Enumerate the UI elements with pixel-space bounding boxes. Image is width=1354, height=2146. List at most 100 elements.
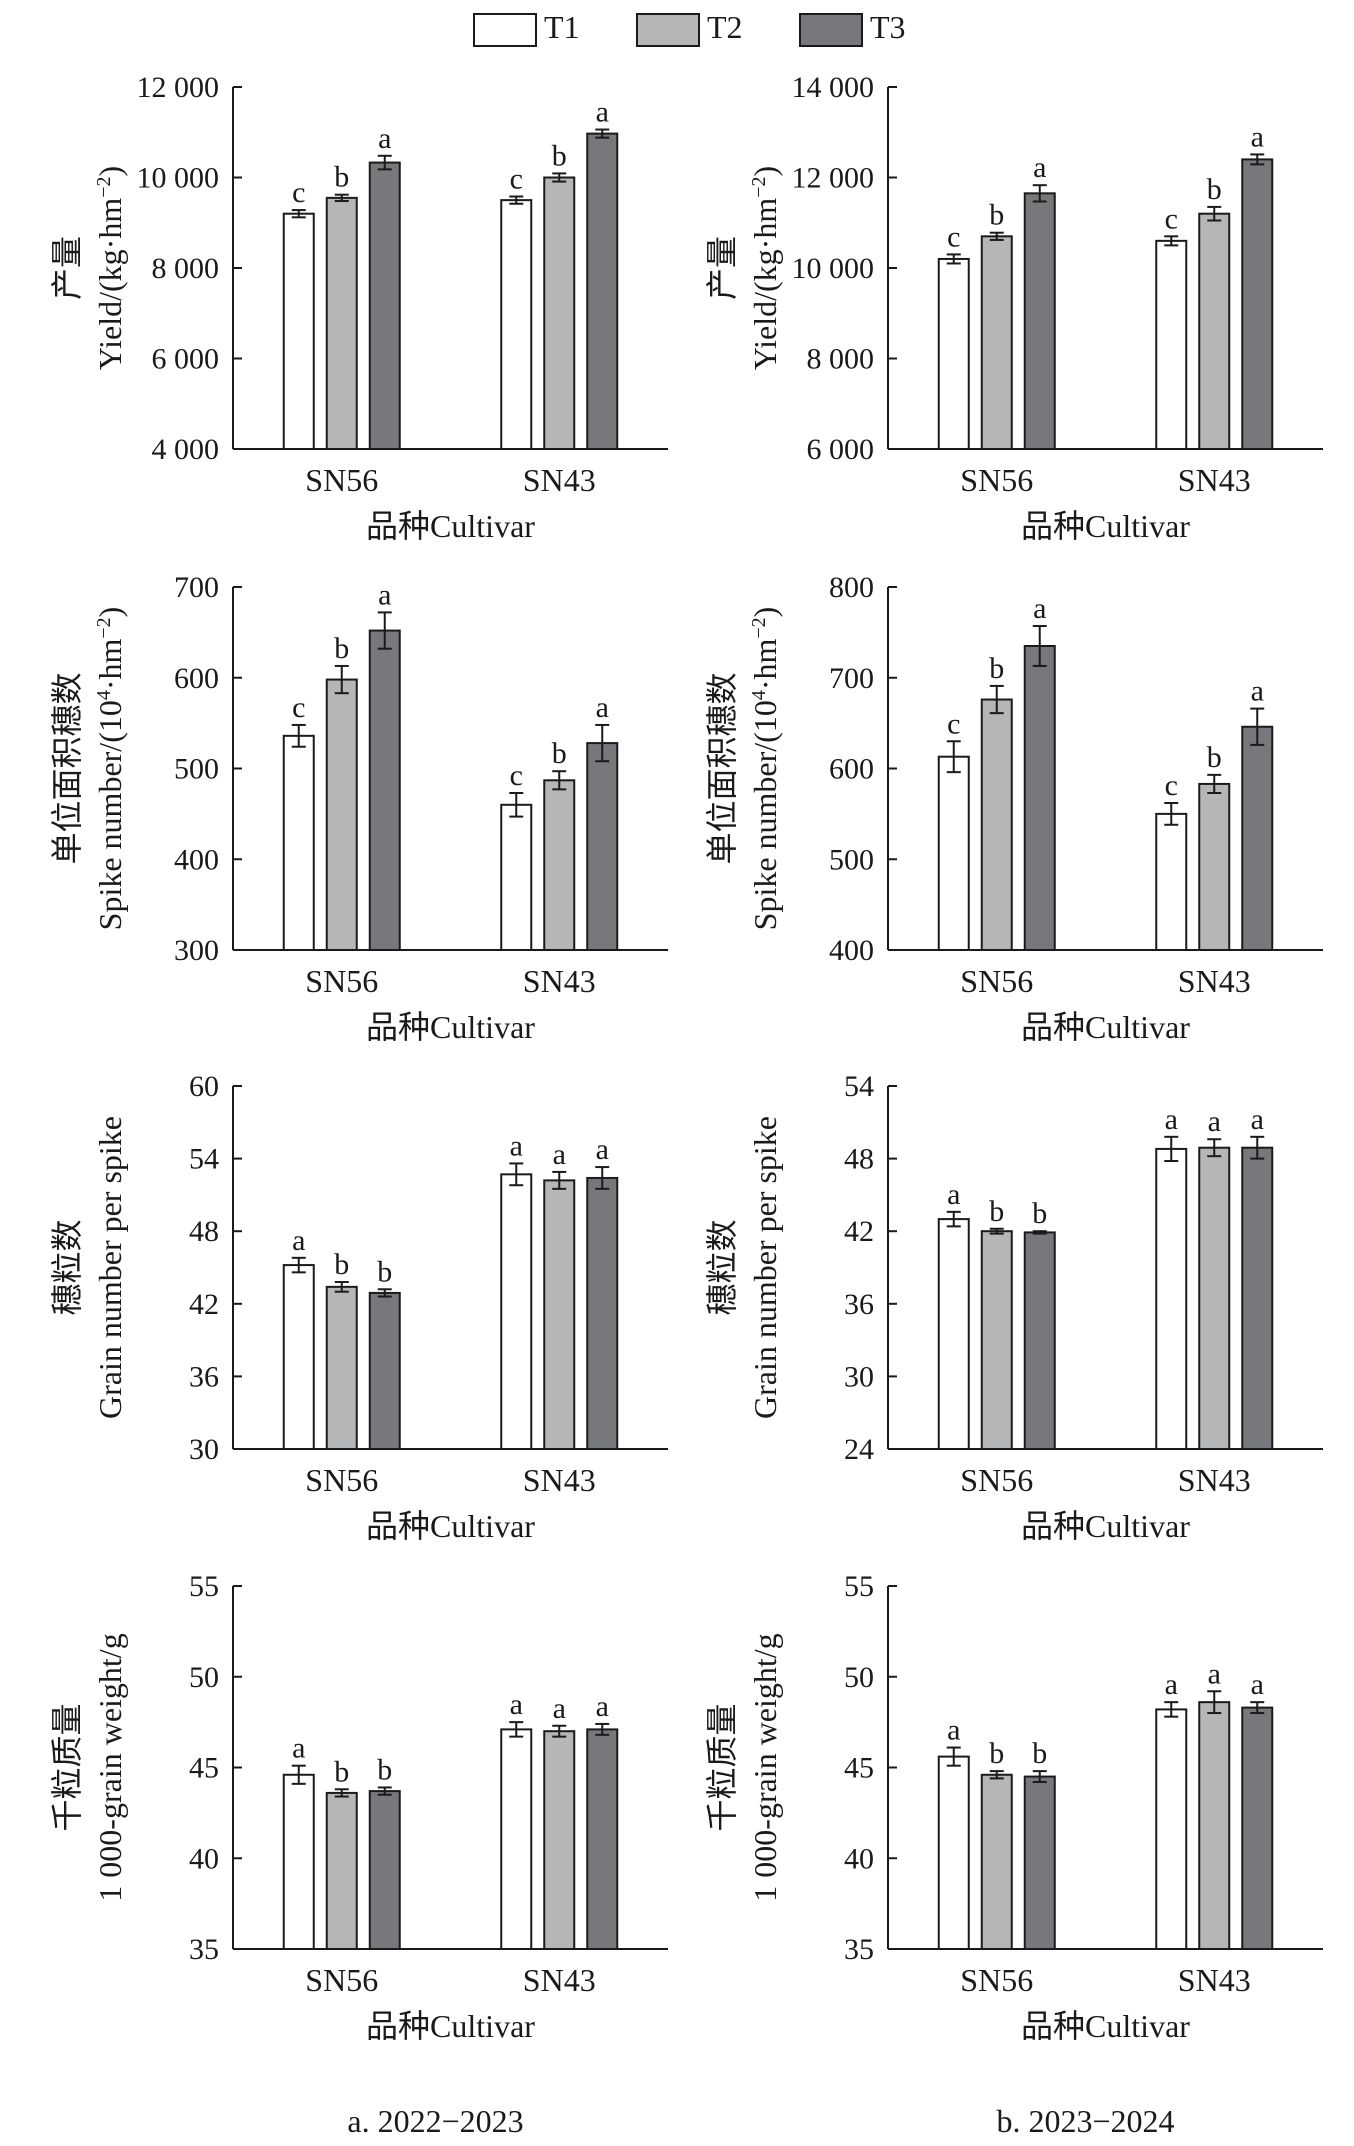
y-tick-label: 700 [829,662,874,695]
significance-letter: a [1208,1105,1221,1138]
y-axis-title-part: Grain number per spike [747,1116,783,1419]
y-axis-title-cn: 单位面积穗数 [49,672,85,864]
x-tick-label: SN43 [523,1462,596,1498]
bar-t2-sn56 [325,196,358,450]
y-axis-title-en: Yield/(kg·hm−2) [92,166,128,370]
panel-3-2: 24 30 36 42 48 54 SN56 SN43 品种Cultivar 穗粒数 Grain n… [704,1070,1323,1544]
x-tick-label: SN43 [1178,1962,1251,1998]
y-tick-label: 700 [174,571,219,604]
significance-letter: b [377,1255,392,1288]
bar-t3-sn56 [368,629,401,951]
significance-letter: a [1165,1668,1178,1701]
bar-t2-sn43 [1198,1146,1231,1450]
significance-letter: a [596,96,609,129]
bar-t1-sn43 [1155,812,1188,951]
y-axis-title-en: Grain number per spike [747,1116,783,1419]
x-tick-label: SN43 [523,462,596,498]
bar-t3-sn56 [1023,1231,1056,1451]
bar-t3-sn43 [1241,725,1274,951]
legend-label-t2: T2 [707,9,743,45]
y-axis-title-cn: 穗粒数 [704,1219,740,1315]
y-tick-label: 24 [844,1433,874,1466]
bar-t3-sn56 [1023,644,1056,951]
y-tick-label: 600 [829,753,874,786]
x-tick-label: SN56 [960,462,1033,498]
y-axis-title-part: Yield/(kg·hm [92,198,128,371]
significance-letter: a [1251,120,1264,153]
y-axis-title-en: Spike number/(104·hm−2) [747,607,783,931]
y-tick-label: 400 [829,934,874,967]
bar-t2-sn43 [543,176,576,450]
legend-label-t1: T1 [544,9,580,45]
y-tick-label: 35 [189,1933,219,1966]
bar-t2-sn56 [980,235,1013,450]
y-tick-label: 10 000 [137,162,220,195]
panel-1-1: 4 000 6 000 8 000 10 000 12 000 SN56 SN43 品种Cul… [49,71,668,544]
y-tick-label: 4 000 [152,433,220,466]
bar-t1-sn43 [500,1173,533,1450]
significance-letter: a [292,1224,305,1257]
y-axis-title-part: 1 000-grain weight/g [747,1633,783,1901]
panel-2-2: 400 500 600 700 800 SN56 SN43 品种Cultivar 单位面积穗数 S… [704,571,1323,1045]
bar-t2-sn56 [980,1230,1013,1450]
significance-letter: a [292,1732,305,1765]
x-tick-label: SN43 [523,963,596,999]
significance-letter: b [1207,741,1222,774]
y-tick-label: 6 000 [152,343,220,376]
y-axis-title-superscript: 4 [748,690,770,700]
y-tick-label: 54 [844,1070,874,1103]
y-tick-label: 300 [174,934,219,967]
bar-t2-sn56 [980,1773,1013,1951]
x-axis-title: 品种Cultivar [366,1009,535,1045]
panel-3-1: 30 36 42 48 54 60 SN56 SN43 品种Cultivar 穗粒数 Grain n… [49,1070,668,1544]
bar-t2-sn43 [543,1179,576,1450]
significance-letter: a [1251,1668,1264,1701]
y-tick-label: 55 [189,1570,219,1603]
bar-t3-sn43 [586,1728,619,1951]
y-axis-title-part: ) [747,607,783,618]
legend: T1 T2 T3 [473,9,906,47]
bar-t3-sn56 [368,1790,401,1950]
bar-t1-sn56 [937,257,970,451]
significance-letter: a [378,578,391,611]
y-axis-title-part: ) [92,166,128,177]
bar-t3-sn56 [368,1291,401,1451]
y-tick-label: 48 [844,1143,874,1176]
significance-letter: a [510,1688,523,1721]
significance-letter: b [1032,1197,1047,1230]
x-axis-title: 品种Cultivar [1021,1508,1190,1544]
y-axis-title-part: Spike number/(10 [747,700,783,930]
y-axis-title-en: 1 000-grain weight/g [747,1633,783,1901]
y-tick-label: 35 [844,1933,874,1966]
x-tick-label: SN43 [523,1962,596,1998]
significance-letter: c [1165,769,1178,802]
bar-t2-sn56 [325,1791,358,1951]
significance-letter: c [510,759,523,792]
bar-t1-sn56 [282,734,315,952]
significance-letter: b [334,1248,349,1281]
y-axis-title-part: 1 000-grain weight/g [92,1633,128,1901]
bar-t2-sn43 [1198,782,1231,951]
y-axis-title-en: Spike number/(104·hm−2) [92,607,128,931]
legend-swatch-t3 [799,13,863,47]
y-tick-label: 8 000 [807,343,875,376]
significance-letter: c [292,691,305,724]
y-axis-title-en: 1 000-grain weight/g [92,1633,128,1901]
significance-letter: a [596,1133,609,1166]
y-axis-title-part: Spike number/(10 [92,700,128,930]
y-tick-label: 800 [829,571,874,604]
significance-letter: a [378,122,391,155]
x-axis-title: 品种Cultivar [366,2008,535,2044]
panel-4-2: 35 40 45 50 55 SN56 SN43 品种Cultivar 千粒质量 1 000-gr… [704,1570,1323,2044]
x-tick-label: SN56 [305,462,378,498]
y-axis-title-en: Grain number per spike [92,1116,128,1419]
significance-letter: b [989,1195,1004,1228]
significance-letter: b [334,632,349,665]
panel-1-2: 6 000 8 000 10 000 12 000 14 000 SN56 SN43 品种Cu… [704,71,1323,544]
bar-t2-sn43 [543,779,576,951]
bar-t1-sn43 [1155,1147,1188,1451]
bar-t2-sn56 [325,1285,358,1450]
panel-4-1: 35 40 45 50 55 SN56 SN43 品种Cultivar 千粒质量 1 000-gr… [49,1570,668,2044]
significance-letter: a [1165,1103,1178,1136]
bar-t1-sn43 [1155,239,1188,450]
